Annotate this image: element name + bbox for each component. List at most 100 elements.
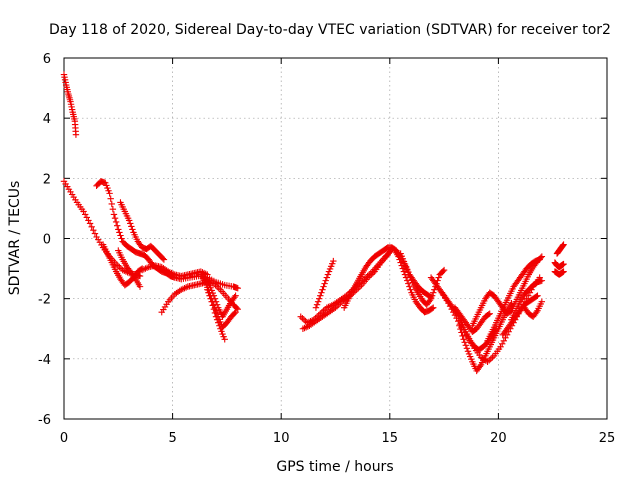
data-point xyxy=(407,286,414,293)
data-point xyxy=(316,295,323,302)
series-arc-21 xyxy=(451,304,493,335)
data-point xyxy=(88,223,95,231)
y-tick-label: -6 xyxy=(38,413,51,428)
series-arc-4 xyxy=(99,241,146,289)
data-point xyxy=(458,329,465,336)
data-point xyxy=(320,283,327,290)
data-point xyxy=(440,266,448,274)
data-point xyxy=(457,325,464,333)
data-point xyxy=(323,274,331,281)
data-point xyxy=(463,345,471,352)
data-point xyxy=(533,309,540,316)
data-point xyxy=(136,272,144,280)
data-point xyxy=(231,310,238,317)
data-point xyxy=(110,211,118,218)
data-point xyxy=(456,322,463,329)
data-point xyxy=(117,232,124,239)
data-point xyxy=(159,255,167,262)
data-point xyxy=(536,256,543,263)
data-point xyxy=(114,222,121,229)
y-tick-label: 2 xyxy=(43,172,51,187)
data-point xyxy=(431,286,438,293)
data-point xyxy=(435,274,442,281)
data-point xyxy=(125,217,133,224)
data-point xyxy=(439,268,447,275)
data-point xyxy=(111,214,119,222)
data-point xyxy=(215,284,222,292)
data-point xyxy=(209,302,216,309)
data-point xyxy=(538,298,546,305)
series-arc-14 xyxy=(312,257,337,311)
data-point xyxy=(430,289,437,296)
data-point xyxy=(313,301,321,308)
x-tick-label: 25 xyxy=(599,431,616,446)
data-point xyxy=(81,211,89,218)
series-arc-27 xyxy=(553,241,567,257)
data-point xyxy=(330,257,337,265)
data-point xyxy=(426,296,434,304)
data-point xyxy=(221,336,228,343)
series-arc-16 xyxy=(390,245,437,316)
data-point xyxy=(208,298,215,305)
data-point xyxy=(160,256,168,263)
data-point xyxy=(406,283,413,290)
x-tick-label: 5 xyxy=(168,431,176,446)
series-arc-12 xyxy=(297,248,393,326)
series-arc-25 xyxy=(508,277,546,323)
data-point xyxy=(486,310,493,317)
data-point xyxy=(560,260,567,268)
data-point xyxy=(90,227,97,234)
data-point xyxy=(206,292,213,299)
data-point xyxy=(216,322,223,329)
data-point xyxy=(314,298,322,305)
series-arc-17 xyxy=(397,250,448,308)
data-point xyxy=(115,226,122,233)
y-tick-labels: -6 -4 -2 0 2 4 6 xyxy=(38,52,51,428)
data-point xyxy=(107,195,114,202)
data-point xyxy=(560,241,567,248)
data-point xyxy=(398,262,405,269)
chart-title: Day 118 of 2020, Sidereal Day-to-day VTE… xyxy=(49,22,611,38)
series-arc-5 xyxy=(117,199,168,263)
data-point xyxy=(109,205,117,213)
data-point xyxy=(106,190,113,197)
data-point xyxy=(312,304,320,311)
data-point xyxy=(108,200,115,208)
data-point xyxy=(213,301,221,308)
data-point xyxy=(232,309,239,316)
x-tick-label: 20 xyxy=(490,431,507,446)
data-point xyxy=(210,305,218,313)
data-point xyxy=(430,304,437,311)
x-tick-label: 0 xyxy=(60,431,68,446)
data-point xyxy=(322,277,329,284)
data-points xyxy=(60,71,567,375)
series-arc-7 xyxy=(138,262,211,280)
y-tick-label: 4 xyxy=(43,112,51,127)
data-point xyxy=(538,277,546,284)
x-axis-label: GPS time / hours xyxy=(276,459,393,475)
y-tick-label: 0 xyxy=(43,233,51,248)
data-point xyxy=(397,259,404,266)
data-point xyxy=(231,293,238,301)
y-axis-label: SDTVAR / TECUs xyxy=(7,181,23,296)
y-tick-label: -4 xyxy=(38,353,51,368)
data-point xyxy=(215,319,222,326)
data-point xyxy=(136,283,144,290)
data-point xyxy=(403,277,411,284)
y-tick-label: 6 xyxy=(43,52,51,67)
data-point xyxy=(112,218,120,226)
data-point xyxy=(533,293,540,300)
data-point xyxy=(396,256,403,263)
data-point xyxy=(86,220,94,227)
series-arc-1 xyxy=(60,71,80,138)
data-point xyxy=(428,292,436,299)
data-point xyxy=(297,313,304,320)
data-point xyxy=(85,217,92,224)
data-point xyxy=(232,292,239,299)
x-tick-labels: 0 5 10 15 20 25 xyxy=(60,431,615,446)
data-point xyxy=(213,316,221,323)
series-arc-3 xyxy=(93,178,241,292)
y-tick-label: -2 xyxy=(38,293,51,308)
data-point xyxy=(118,235,125,242)
